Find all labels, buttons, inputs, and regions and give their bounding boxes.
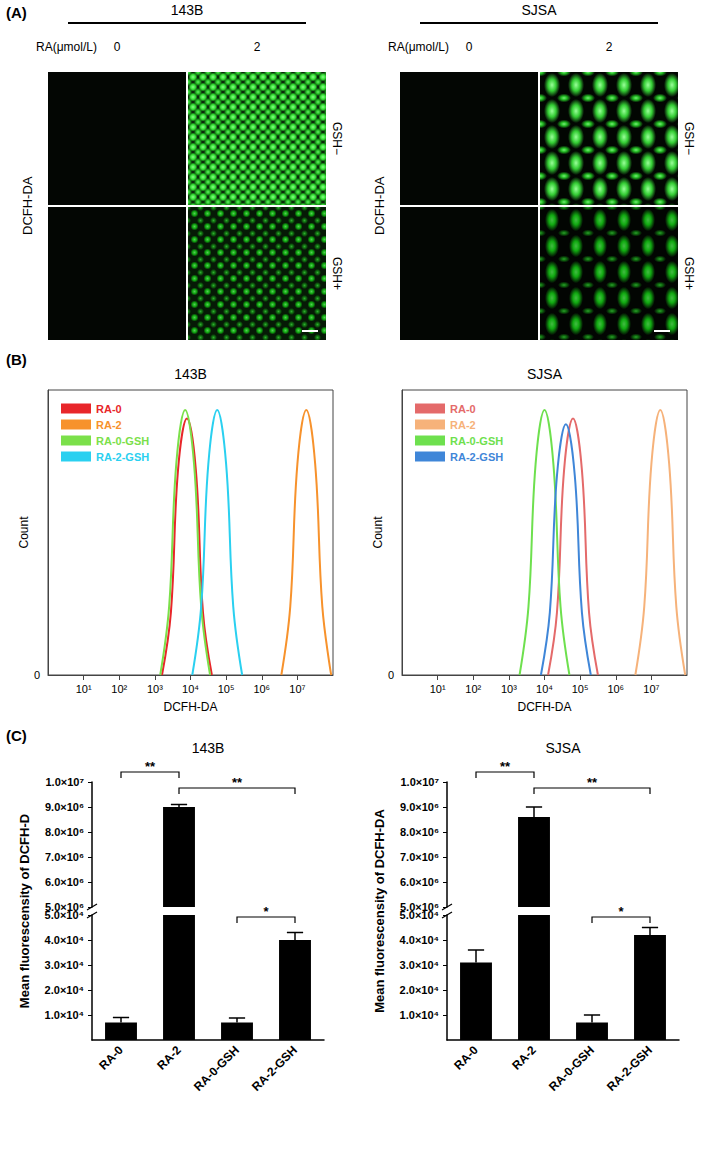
svg-text:8.0×10⁶: 8.0×10⁶ bbox=[400, 826, 439, 838]
svg-text:DCFH-DA: DCFH-DA bbox=[164, 700, 218, 714]
svg-text:10¹: 10¹ bbox=[430, 683, 446, 695]
svg-text:4.0×10⁴: 4.0×10⁴ bbox=[400, 934, 439, 946]
svg-text:10⁵: 10⁵ bbox=[572, 683, 589, 695]
svg-text:RA-2-GSH: RA-2-GSH bbox=[96, 451, 149, 463]
svg-text:*: * bbox=[263, 904, 269, 919]
svg-text:5.0×10⁶: 5.0×10⁶ bbox=[45, 901, 84, 913]
svg-text:10⁴: 10⁴ bbox=[182, 683, 199, 695]
svg-text:*: * bbox=[618, 904, 624, 919]
html-text:2: 2 bbox=[605, 40, 613, 54]
html-text:143B: 143B bbox=[170, 2, 204, 18]
html-text:DCFH-DA: DCFH-DA bbox=[20, 176, 35, 236]
svg-text:10⁷: 10⁷ bbox=[289, 683, 305, 695]
svg-text:10⁴: 10⁴ bbox=[536, 683, 553, 695]
html-text:GSH+: GSH+ bbox=[330, 257, 344, 290]
html-text:RA(μmol/L): RA(μmol/L) bbox=[36, 40, 97, 54]
svg-text:6.0×10⁶: 6.0×10⁶ bbox=[45, 876, 84, 888]
svg-text:SJSA: SJSA bbox=[527, 366, 563, 382]
html-text:RA(μmol/L): RA(μmol/L) bbox=[388, 40, 449, 54]
svg-text:RA-0: RA-0 bbox=[451, 1043, 481, 1073]
svg-text:RA-0: RA-0 bbox=[96, 403, 122, 415]
svg-text:RA-2-GSH: RA-2-GSH bbox=[604, 1043, 655, 1094]
html-text:DCFH-DA: DCFH-DA bbox=[372, 176, 387, 236]
svg-text:Mean fluorescensity of DCFH-D: Mean fluorescensity of DCFH-D bbox=[17, 814, 32, 1008]
svg-text:(B): (B) bbox=[6, 351, 27, 368]
svg-text:2.0×10⁴: 2.0×10⁴ bbox=[45, 984, 84, 996]
svg-text:10⁶: 10⁶ bbox=[607, 683, 624, 695]
svg-text:**: ** bbox=[500, 759, 511, 774]
svg-text:(C): (C) bbox=[6, 727, 27, 744]
html-text:0: 0 bbox=[113, 40, 121, 54]
svg-text:RA-0-GSH: RA-0-GSH bbox=[191, 1043, 242, 1094]
html-text:GSH+: GSH+ bbox=[682, 257, 696, 290]
svg-text:10³: 10³ bbox=[147, 683, 163, 695]
svg-text:3.0×10⁴: 3.0×10⁴ bbox=[400, 959, 439, 971]
svg-text:RA-2: RA-2 bbox=[154, 1043, 184, 1073]
svg-text:143B: 143B bbox=[192, 740, 225, 756]
html-text:2: 2 bbox=[253, 40, 261, 54]
svg-text:10⁶: 10⁶ bbox=[253, 683, 270, 695]
svg-text:RA-0-GSH: RA-0-GSH bbox=[96, 435, 149, 447]
svg-text:RA-2-GSH: RA-2-GSH bbox=[249, 1043, 300, 1094]
svg-text:4.0×10⁴: 4.0×10⁴ bbox=[45, 934, 84, 946]
html-text:GSH−: GSH− bbox=[682, 122, 696, 155]
svg-text:3.0×10⁴: 3.0×10⁴ bbox=[45, 959, 84, 971]
svg-text:SJSA: SJSA bbox=[545, 740, 581, 756]
svg-text:10²: 10² bbox=[111, 683, 127, 695]
svg-text:1.0×10⁷: 1.0×10⁷ bbox=[401, 776, 440, 788]
svg-text:10³: 10³ bbox=[501, 683, 517, 695]
svg-text:10⁷: 10⁷ bbox=[643, 683, 659, 695]
svg-text:10¹: 10¹ bbox=[76, 683, 92, 695]
svg-text:9.0×10⁶: 9.0×10⁶ bbox=[45, 801, 84, 813]
html-text:0: 0 bbox=[465, 40, 473, 54]
svg-text:10⁵: 10⁵ bbox=[218, 683, 235, 695]
svg-text:1.0×10⁷: 1.0×10⁷ bbox=[46, 776, 85, 788]
svg-text:1.0×10⁴: 1.0×10⁴ bbox=[400, 1009, 439, 1021]
svg-text:5.0×10⁴: 5.0×10⁴ bbox=[400, 909, 439, 921]
svg-text:2.0×10⁴: 2.0×10⁴ bbox=[400, 984, 439, 996]
svg-text:RA-2-GSH: RA-2-GSH bbox=[450, 451, 503, 463]
svg-text:6.0×10⁶: 6.0×10⁶ bbox=[400, 876, 439, 888]
svg-text:RA-2: RA-2 bbox=[450, 419, 476, 431]
svg-text:Count: Count bbox=[371, 516, 385, 549]
svg-text:10²: 10² bbox=[465, 683, 481, 695]
svg-text:7.0×10⁶: 7.0×10⁶ bbox=[400, 851, 439, 863]
svg-text:0: 0 bbox=[388, 669, 394, 681]
svg-text:7.0×10⁶: 7.0×10⁶ bbox=[45, 851, 84, 863]
svg-text:Mean fluorescensity of DCFH-DA: Mean fluorescensity of DCFH-DA bbox=[372, 809, 387, 1013]
svg-text:8.0×10⁶: 8.0×10⁶ bbox=[45, 826, 84, 838]
svg-text:9.0×10⁶: 9.0×10⁶ bbox=[400, 801, 439, 813]
svg-text:RA-2: RA-2 bbox=[96, 419, 122, 431]
svg-text:RA-0: RA-0 bbox=[96, 1043, 126, 1073]
html-text:(A): (A) bbox=[6, 4, 27, 21]
svg-text:5.0×10⁶: 5.0×10⁶ bbox=[400, 901, 439, 913]
html-text:GSH−: GSH− bbox=[330, 122, 344, 155]
svg-text:RA-2: RA-2 bbox=[509, 1043, 539, 1073]
svg-text:1.0×10⁴: 1.0×10⁴ bbox=[45, 1009, 84, 1021]
svg-text:5.0×10⁴: 5.0×10⁴ bbox=[45, 909, 84, 921]
svg-text:RA-0-GSH: RA-0-GSH bbox=[546, 1043, 597, 1094]
svg-text:0: 0 bbox=[34, 669, 40, 681]
svg-text:**: ** bbox=[145, 759, 156, 774]
svg-text:Count: Count bbox=[17, 516, 31, 549]
svg-text:143B: 143B bbox=[174, 366, 207, 382]
html-text:SJSA: SJSA bbox=[521, 2, 557, 18]
svg-text:RA-0-GSH: RA-0-GSH bbox=[450, 435, 503, 447]
svg-text:**: ** bbox=[587, 775, 598, 790]
svg-text:**: ** bbox=[232, 775, 243, 790]
svg-text:DCFH-DA: DCFH-DA bbox=[518, 700, 572, 714]
svg-text:RA-0: RA-0 bbox=[450, 403, 476, 415]
